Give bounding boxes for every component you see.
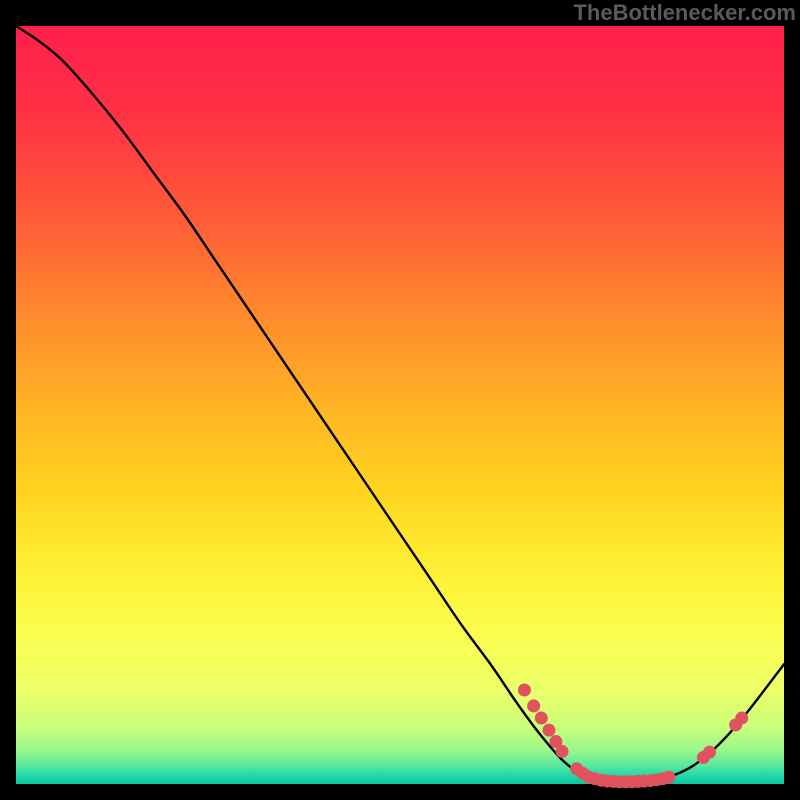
curve-marker (735, 712, 748, 725)
curve-marker (556, 745, 569, 758)
curve-marker (527, 699, 540, 712)
curve-marker (703, 746, 716, 759)
curve-marker (518, 684, 531, 697)
plot-background (16, 26, 784, 784)
bottleneck-curve-chart (0, 0, 800, 800)
chart-container: TheBottlenecker.com (0, 0, 800, 800)
curve-marker (535, 712, 548, 725)
curve-marker (662, 771, 675, 784)
curve-marker (542, 724, 555, 737)
